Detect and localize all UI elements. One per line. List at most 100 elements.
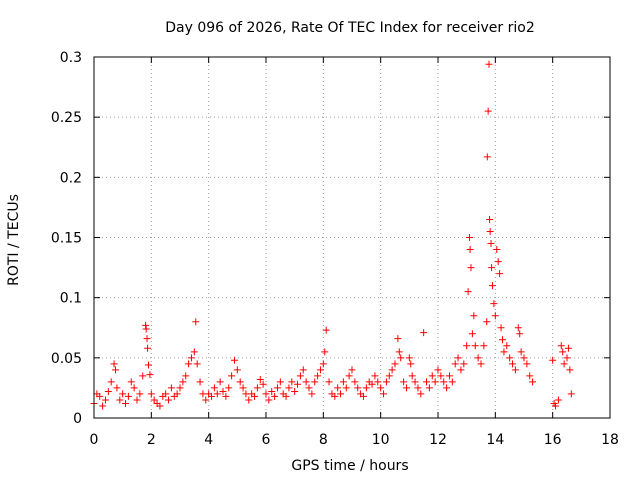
data-point (448, 378, 456, 386)
data-point (511, 366, 519, 374)
data-point (480, 342, 488, 350)
data-point (486, 227, 494, 235)
data-point (500, 348, 508, 356)
x-tick-label: 6 (262, 432, 271, 448)
data-point (425, 384, 433, 392)
data-point (122, 400, 130, 408)
x-tick-label: 12 (429, 432, 447, 448)
data-point (408, 372, 416, 380)
data-point (308, 390, 316, 398)
data-point (493, 246, 501, 254)
data-point (549, 356, 557, 364)
data-point (130, 384, 138, 392)
data-point (107, 378, 115, 386)
data-point (112, 366, 119, 374)
data-point (302, 378, 310, 386)
data-point (294, 380, 302, 388)
data-point (147, 390, 155, 398)
data-point (523, 360, 531, 368)
x-tick-label: 2 (147, 432, 156, 448)
data-point (468, 330, 476, 338)
data-point (253, 384, 261, 392)
data-point (101, 396, 109, 404)
data-point (316, 366, 324, 374)
y-tick-label: 0.25 (51, 110, 82, 126)
data-point (156, 402, 164, 410)
data-point (96, 392, 104, 400)
data-point (230, 356, 238, 364)
data-point (485, 60, 493, 68)
data-point (506, 354, 514, 362)
data-point (559, 348, 567, 356)
data-point (497, 324, 505, 332)
data-point (405, 354, 413, 362)
data-point (463, 342, 471, 350)
data-point (509, 360, 517, 368)
data-point (142, 325, 150, 333)
data-point (529, 378, 537, 386)
data-point (487, 240, 495, 248)
data-point (488, 264, 496, 272)
axis-ticks (93, 56, 611, 419)
data-point (262, 390, 270, 398)
data-point (385, 372, 393, 380)
data-point (400, 378, 408, 386)
data-point (104, 388, 112, 396)
data-point (434, 366, 442, 374)
data-point (477, 360, 485, 368)
y-axis-tick-labels: 0 0.05 0.1 0.15 0.2 0.25 0.3 (51, 50, 82, 427)
data-point (423, 378, 431, 386)
data-point (251, 392, 259, 400)
data-point (245, 396, 253, 404)
data-point (414, 384, 422, 392)
data-point (259, 380, 267, 388)
data-point (325, 378, 333, 386)
y-tick-label: 0.1 (60, 291, 82, 307)
data-point (460, 360, 468, 368)
data-point (190, 348, 198, 356)
data-point (491, 312, 499, 320)
data-point (420, 329, 428, 337)
data-point (402, 384, 410, 392)
data-point (299, 366, 307, 374)
data-point (110, 360, 118, 368)
data-point (374, 378, 382, 386)
data-point (517, 348, 525, 356)
data-point (271, 392, 279, 400)
data-point (554, 396, 562, 404)
data-point (359, 392, 367, 400)
data-point (196, 378, 204, 386)
data-point (273, 384, 281, 392)
data-point (136, 390, 144, 398)
data-point (311, 378, 319, 386)
data-point (337, 390, 345, 398)
data-point (567, 390, 575, 398)
data-point (411, 378, 419, 386)
x-tick-label: 18 (601, 432, 619, 448)
data-point (431, 378, 439, 386)
data-point (514, 324, 522, 332)
data-point (142, 321, 150, 329)
data-point (187, 354, 195, 362)
data-point (451, 360, 459, 368)
data-point (471, 342, 479, 350)
data-point (285, 384, 293, 392)
x-tick-label: 8 (319, 432, 328, 448)
data-point (322, 326, 330, 334)
data-point (239, 384, 247, 392)
data-point (139, 372, 147, 380)
data-point (213, 390, 221, 398)
grid (94, 57, 610, 418)
data-point (470, 312, 478, 320)
data-point (99, 402, 107, 410)
data-point (116, 396, 124, 404)
data-point (144, 344, 152, 352)
data-point (371, 372, 379, 380)
data-point (564, 344, 572, 352)
data-point (417, 390, 425, 398)
data-point (560, 360, 568, 368)
data-point (291, 388, 299, 396)
data-point (228, 372, 236, 380)
data-point (193, 360, 201, 368)
